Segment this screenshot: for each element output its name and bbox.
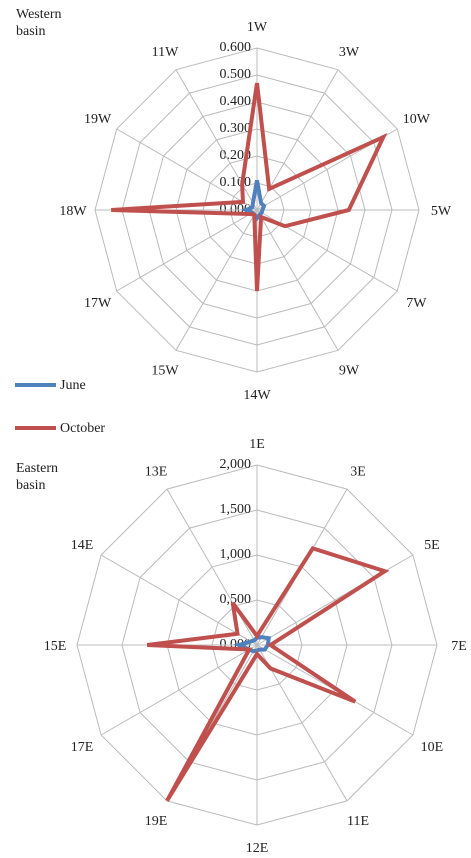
category-label: 5E	[424, 538, 440, 553]
spoke	[100, 554, 258, 646]
r-tick-label: 0.100	[220, 175, 252, 190]
category-label: 3E	[350, 464, 366, 479]
spoke	[175, 69, 258, 211]
category-label: 17E	[71, 740, 94, 755]
chart-title: Western basin	[16, 7, 62, 39]
category-label: 1W	[247, 20, 268, 35]
spoke	[100, 644, 258, 736]
spoke	[256, 209, 339, 351]
r-tick-label: 0.400	[220, 94, 252, 109]
series-line	[233, 635, 271, 654]
spoke	[116, 209, 258, 292]
category-label: 10W	[403, 112, 431, 127]
r-tick-label: 1,000	[220, 547, 252, 562]
category-label: 12E	[246, 841, 269, 856]
category-label: 17W	[84, 296, 112, 311]
category-label: 11E	[347, 814, 369, 829]
r-tick-label: 2,000	[220, 457, 252, 472]
r-tick-label: 0,500	[220, 592, 252, 607]
spoke	[116, 128, 258, 211]
category-label: 10E	[421, 740, 444, 755]
category-label: 15W	[151, 364, 179, 379]
r-tick-label: 0.500	[220, 67, 252, 82]
r-tick-label: 1,500	[220, 502, 252, 517]
category-label: 5W	[431, 204, 452, 219]
r-tick-label: 0.300	[220, 121, 252, 136]
r-tick-label: 0.600	[220, 40, 252, 55]
category-label: 14W	[243, 388, 271, 403]
category-label: 9W	[339, 364, 360, 379]
spoke	[175, 209, 258, 351]
chart-title: Eastern basin	[16, 461, 58, 493]
spoke	[166, 488, 258, 646]
category-label: 7W	[406, 296, 427, 311]
category-label: 14E	[71, 538, 94, 553]
series-line	[146, 545, 390, 802]
legend-label: June	[60, 378, 86, 393]
category-label: 13E	[145, 464, 168, 479]
category-label: 19E	[145, 814, 168, 829]
series-line	[241, 179, 267, 222]
series-line	[111, 82, 388, 292]
category-label: 18W	[59, 204, 87, 219]
category-label: 19W	[84, 112, 112, 127]
category-label: 11W	[152, 45, 179, 60]
category-label: 7E	[451, 639, 467, 654]
category-label: 3W	[339, 45, 360, 60]
category-label: 15E	[44, 639, 67, 654]
legend-label: October	[60, 421, 105, 436]
category-label: 1E	[249, 437, 265, 452]
